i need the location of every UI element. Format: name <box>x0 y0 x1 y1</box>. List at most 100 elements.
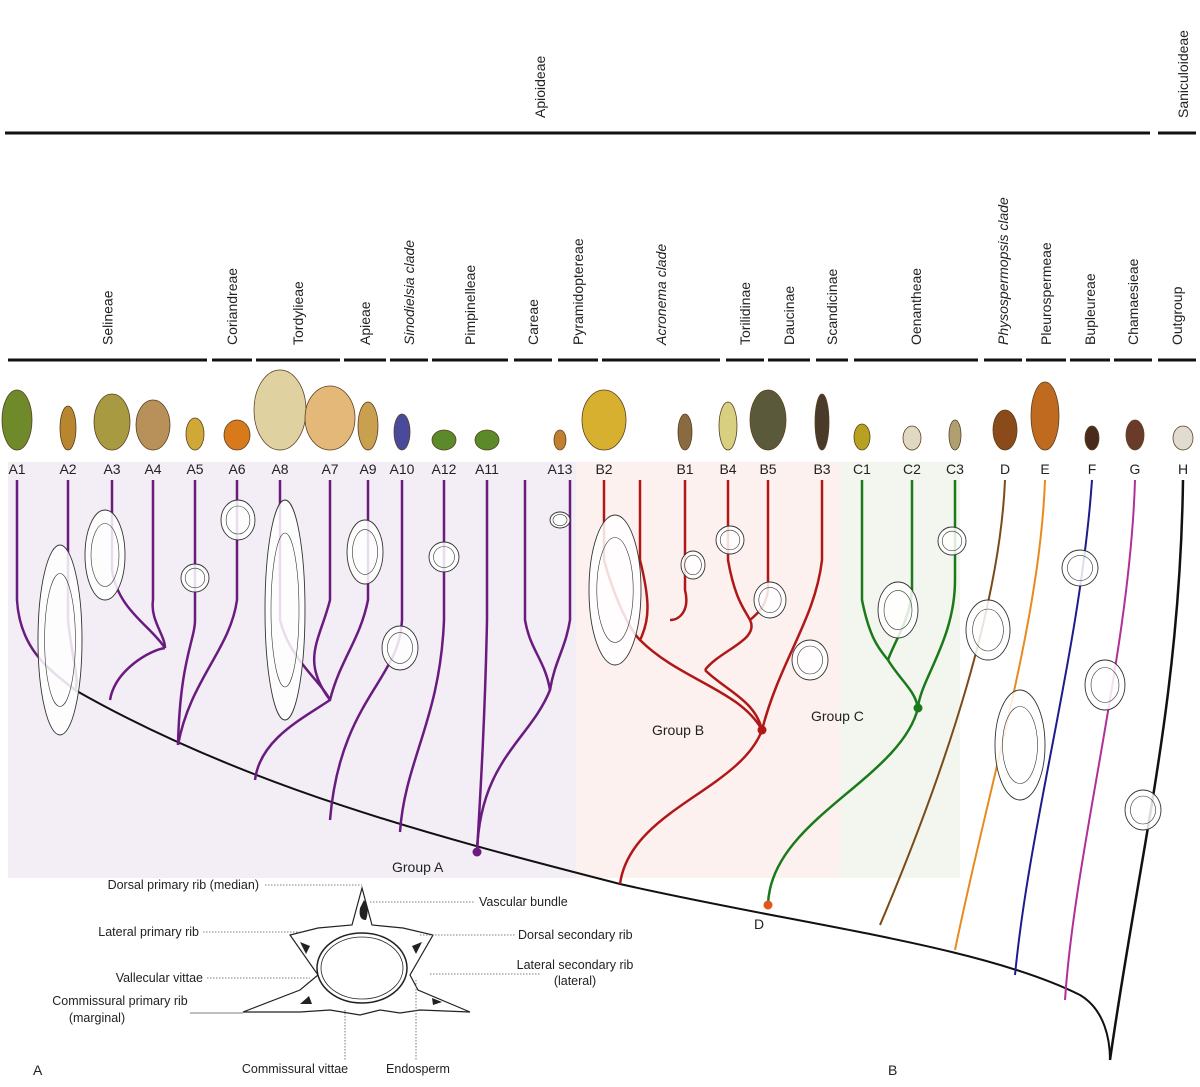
fruit-image <box>749 389 787 451</box>
fruit-image <box>357 401 379 451</box>
subfamily-saniculoideae: Saniculoideae <box>1175 30 1191 118</box>
fruit-image <box>553 429 567 451</box>
group-a-label: Group A <box>392 859 444 875</box>
tribe-label: Bupleureae <box>1082 273 1098 345</box>
tribe-label: Outgroup <box>1169 286 1185 345</box>
group-d-label: D <box>754 916 764 932</box>
fruit-image <box>223 419 251 451</box>
tribe-label: Careae <box>525 299 541 345</box>
tree-branch <box>766 480 957 906</box>
label-vascular-bundle: Vascular bundle <box>479 895 568 909</box>
fruit-image <box>474 429 500 451</box>
fruit-image <box>1084 425 1100 451</box>
tree-branch <box>74 689 1111 1061</box>
tribe-label: Scandicinae <box>824 269 840 345</box>
tip-label: G <box>1130 461 1141 477</box>
group-node <box>913 703 923 713</box>
fruit-image <box>814 393 830 451</box>
tribe-label: Pleurospermeae <box>1038 242 1054 345</box>
tree-branch <box>176 480 239 746</box>
fruit-image <box>853 423 871 451</box>
tip-label: A6 <box>228 461 245 477</box>
label-dorsal-secondary-rib: Dorsal secondary rib <box>518 928 633 942</box>
tree-branch <box>669 480 688 622</box>
tree-branch <box>253 480 370 781</box>
mericarp-diagram <box>242 885 471 1016</box>
tip-label: A3 <box>103 461 120 477</box>
tip-label: E <box>1040 461 1049 477</box>
tip-label: A13 <box>548 461 573 477</box>
tree-branch <box>176 480 197 746</box>
subfamily-apioideae: Apioideae <box>532 56 548 118</box>
label-lateral-primary-rib: Lateral primary rib <box>98 925 199 939</box>
tree-branch <box>879 479 1006 926</box>
label-vallecular-vittae: Vallecular vittae <box>116 971 203 985</box>
group-node <box>472 847 482 857</box>
tip-labels: A1 A2 A3 A4 A5 A6 A8 A7 A9 A10 A12 A11 A13 B2 B1 B4 B5 B3… <box>8 461 1188 477</box>
tribe-label: Daucinae <box>781 286 797 345</box>
tip-label: A1 <box>8 461 25 477</box>
tree-branch <box>523 480 552 691</box>
tip-label: A4 <box>144 461 161 477</box>
tip-label: A5 <box>186 461 203 477</box>
tip-label: A8 <box>271 461 288 477</box>
label-lateral-secondary-rib-sub: (lateral) <box>554 974 596 988</box>
tribe-label: Tordylieae <box>290 281 306 345</box>
tribe-label: Pimpinelleae <box>462 265 478 345</box>
tip-label: A9 <box>359 461 376 477</box>
tribe-label: Acronema clade <box>653 244 669 346</box>
group-c-region <box>840 462 960 878</box>
tip-label: B3 <box>813 461 830 477</box>
tree-branch <box>760 480 824 731</box>
label-commissural-primary-rib-sub: (marginal) <box>69 1011 125 1025</box>
group-node <box>757 725 767 735</box>
tree-branch <box>638 480 764 731</box>
label-lateral-secondary-rib: Lateral secondary rib <box>517 958 634 972</box>
panel-label-a: A <box>33 1062 43 1078</box>
label-commissural-vittae: Commissural vittae <box>242 1062 348 1076</box>
tribe-label: Sinodielsia clade <box>401 240 417 345</box>
tree-branch <box>475 480 572 853</box>
tree-branch <box>1014 479 1093 976</box>
tribe-label: Coriandreae <box>224 268 240 345</box>
tree-branch <box>1108 479 1185 1061</box>
panel-label-b: B <box>888 1062 897 1078</box>
fruit-image <box>902 425 922 451</box>
tribe-label: Apieae <box>357 301 373 345</box>
diagram-leaders <box>190 884 540 1060</box>
tip-label: B4 <box>719 461 736 477</box>
phylogenetic-tree <box>15 479 1185 1061</box>
tip-label: A7 <box>321 461 338 477</box>
fruit-image <box>948 419 962 451</box>
tribe-label: Torilidinae <box>737 282 753 345</box>
fruit-image <box>677 413 693 451</box>
fruit-image <box>431 429 457 451</box>
tribe-label: Chamaesieae <box>1125 258 1141 345</box>
tribe-label: Physospermopsis clade <box>995 197 1011 345</box>
fruit-images <box>1 369 1194 451</box>
tree-branch <box>312 480 332 701</box>
tree-branch <box>108 646 166 701</box>
tip-label: B2 <box>595 461 612 477</box>
tribe-bars: Selineae Coriandreae Tordylieae Apieae Sinod… <box>8 197 1196 362</box>
fruit-image <box>93 393 131 451</box>
fruit-image <box>1030 381 1060 451</box>
tribe-label: Pyramidoptereae <box>570 238 586 345</box>
label-commissural-primary-rib: Commissural primary rib <box>52 994 187 1008</box>
fruit-image <box>304 385 356 451</box>
tree-branch <box>1064 479 1136 1001</box>
fruit-image <box>59 405 77 451</box>
tip-label: A2 <box>59 461 76 477</box>
tip-label: A10 <box>390 461 415 477</box>
tip-label: D <box>1000 461 1010 477</box>
tip-label: C1 <box>853 461 871 477</box>
fruit-image <box>1172 425 1194 451</box>
tree-branch <box>618 669 764 885</box>
tree-branch <box>151 480 167 649</box>
tip-label: C3 <box>946 461 964 477</box>
label-endosperm: Endosperm <box>386 1062 450 1076</box>
fruit-image <box>393 413 411 451</box>
fruit-image <box>992 409 1018 451</box>
fruit-image <box>253 369 307 451</box>
